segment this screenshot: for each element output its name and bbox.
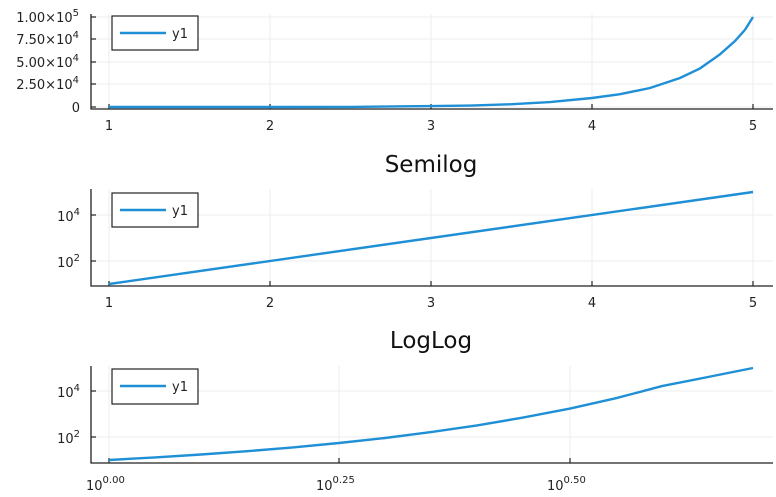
legend-label: y1 (172, 204, 188, 219)
y-tick-label: 7.50×104 (16, 30, 79, 48)
legend: y1 (111, 15, 199, 51)
loglog-axes (90, 366, 773, 464)
x-tick-label: 1 (105, 296, 113, 311)
x-tick-label: 2 (266, 119, 274, 134)
x-tick-label: 1 (105, 119, 113, 134)
semilog-grid (91, 189, 773, 286)
x-tick-label: 5 (749, 119, 757, 134)
x-tick-label: 100.25 (316, 475, 355, 494)
series-y1-line (108, 190, 754, 286)
y-tick-label: 0 (72, 101, 80, 116)
semilog-axes (90, 189, 773, 287)
linear-y-ticks (91, 16, 96, 108)
linear-plot: 1.00×105 7.50×104 5.00×104 2.50×104 0 1 … (16, 8, 773, 134)
legend-label: y1 (172, 27, 188, 42)
y-tick-label: 1.00×105 (16, 8, 79, 26)
plot-title: Semilog (385, 152, 478, 178)
x-tick-label: 3 (427, 119, 435, 134)
x-tick-label: 2 (266, 296, 274, 311)
plot-title: LogLog (390, 328, 472, 354)
semilog-plot: Semilog 104 102 1 2 3 4 5 (57, 152, 773, 311)
linear-axes (90, 14, 773, 110)
x-tick-label: 100.50 (547, 475, 586, 494)
y-tick-label: 5.00×104 (16, 53, 79, 71)
y-tick-label: 104 (57, 383, 80, 401)
loglog-grid (91, 366, 773, 463)
x-tick-label: 100.00 (86, 475, 125, 494)
y-tick-label: 102 (57, 429, 80, 447)
y-tick-label: 104 (57, 207, 80, 225)
series-y1-line (108, 366, 754, 462)
x-tick-label: 5 (749, 296, 757, 311)
y-tick-label: 102 (57, 253, 80, 271)
x-tick-label: 3 (427, 296, 435, 311)
x-tick-label: 4 (588, 119, 596, 134)
loglog-plot: LogLog 104 102 100.00 100.25 100.50 (57, 328, 773, 494)
legend: y1 (111, 192, 199, 228)
legend: y1 (111, 368, 199, 405)
x-tick-label: 4 (588, 296, 596, 311)
series-y1-line (109, 16, 755, 109)
y-tick-label: 2.50×104 (16, 75, 79, 93)
legend-label: y1 (172, 380, 188, 395)
